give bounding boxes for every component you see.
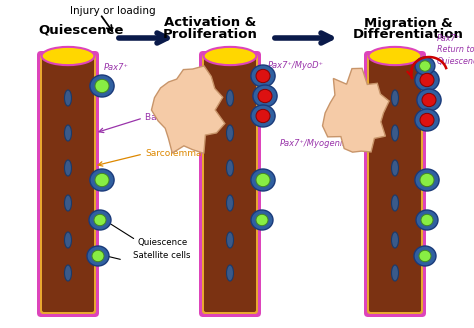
Ellipse shape — [415, 109, 439, 131]
Text: Satellite cells: Satellite cells — [133, 251, 191, 259]
Text: Pax7⁺
Return to
Quiescence: Pax7⁺ Return to Quiescence — [437, 34, 474, 66]
FancyBboxPatch shape — [367, 54, 423, 314]
Text: Pax7⁺: Pax7⁺ — [104, 63, 129, 72]
Ellipse shape — [256, 109, 270, 123]
Ellipse shape — [90, 75, 114, 97]
Ellipse shape — [392, 125, 399, 141]
Ellipse shape — [417, 89, 441, 111]
Ellipse shape — [251, 65, 275, 87]
Ellipse shape — [392, 160, 399, 176]
Ellipse shape — [251, 169, 275, 191]
FancyBboxPatch shape — [204, 56, 256, 312]
FancyBboxPatch shape — [37, 51, 99, 317]
Ellipse shape — [392, 265, 399, 281]
Text: Activation &: Activation & — [164, 16, 256, 30]
Ellipse shape — [253, 85, 277, 107]
Text: Sarcolemma: Sarcolemma — [145, 149, 201, 157]
FancyBboxPatch shape — [199, 51, 261, 317]
Text: Basal lamina: Basal lamina — [145, 113, 203, 122]
Ellipse shape — [421, 214, 433, 226]
Ellipse shape — [415, 69, 439, 91]
Text: Differentiation: Differentiation — [353, 29, 464, 42]
Ellipse shape — [414, 246, 436, 266]
Ellipse shape — [227, 265, 234, 281]
Ellipse shape — [64, 265, 72, 281]
Ellipse shape — [64, 125, 72, 141]
Text: Injury or loading: Injury or loading — [70, 6, 155, 16]
Ellipse shape — [90, 169, 114, 191]
Ellipse shape — [227, 232, 234, 248]
FancyBboxPatch shape — [42, 56, 94, 312]
Ellipse shape — [64, 195, 72, 211]
FancyBboxPatch shape — [369, 56, 421, 312]
Ellipse shape — [89, 210, 111, 230]
Ellipse shape — [415, 169, 439, 191]
Ellipse shape — [227, 195, 234, 211]
Ellipse shape — [87, 246, 109, 266]
Ellipse shape — [422, 93, 436, 107]
Ellipse shape — [64, 232, 72, 248]
Polygon shape — [322, 68, 389, 152]
Ellipse shape — [392, 90, 399, 106]
Ellipse shape — [420, 113, 434, 127]
Ellipse shape — [227, 125, 234, 141]
Ellipse shape — [416, 210, 438, 230]
FancyBboxPatch shape — [40, 54, 96, 314]
Ellipse shape — [251, 105, 275, 127]
Text: Migration &: Migration & — [364, 16, 452, 30]
Ellipse shape — [415, 57, 435, 75]
Ellipse shape — [369, 47, 421, 65]
Ellipse shape — [392, 232, 399, 248]
Ellipse shape — [251, 210, 273, 230]
Ellipse shape — [227, 90, 234, 106]
FancyBboxPatch shape — [364, 51, 426, 317]
Polygon shape — [152, 66, 225, 154]
Ellipse shape — [420, 73, 434, 87]
Text: Pax7⁺/MyoD⁺: Pax7⁺/MyoD⁺ — [268, 62, 324, 71]
Text: Quiescence: Quiescence — [38, 24, 123, 36]
Ellipse shape — [95, 174, 109, 187]
Ellipse shape — [256, 69, 270, 83]
Ellipse shape — [419, 61, 430, 71]
Ellipse shape — [258, 89, 272, 103]
FancyBboxPatch shape — [202, 54, 258, 314]
Ellipse shape — [95, 79, 109, 92]
Ellipse shape — [64, 160, 72, 176]
Text: Quiescence: Quiescence — [138, 238, 188, 248]
Text: Proliferation: Proliferation — [163, 29, 257, 42]
Ellipse shape — [42, 47, 94, 65]
Ellipse shape — [92, 250, 104, 262]
Ellipse shape — [64, 90, 72, 106]
Ellipse shape — [256, 214, 268, 226]
Text: Pax7⁺/Myogenin⁺: Pax7⁺/Myogenin⁺ — [280, 138, 353, 148]
Ellipse shape — [419, 250, 431, 262]
Ellipse shape — [392, 195, 399, 211]
Ellipse shape — [420, 174, 434, 187]
Ellipse shape — [204, 47, 256, 65]
Text: injury: injury — [173, 109, 199, 117]
Ellipse shape — [227, 160, 234, 176]
Ellipse shape — [256, 174, 270, 187]
Ellipse shape — [94, 214, 106, 226]
